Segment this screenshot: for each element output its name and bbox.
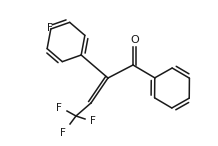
Text: F: F [46, 23, 52, 33]
Text: O: O [130, 35, 139, 45]
Text: F: F [60, 128, 66, 138]
Text: F: F [90, 116, 96, 126]
Text: F: F [56, 103, 62, 113]
